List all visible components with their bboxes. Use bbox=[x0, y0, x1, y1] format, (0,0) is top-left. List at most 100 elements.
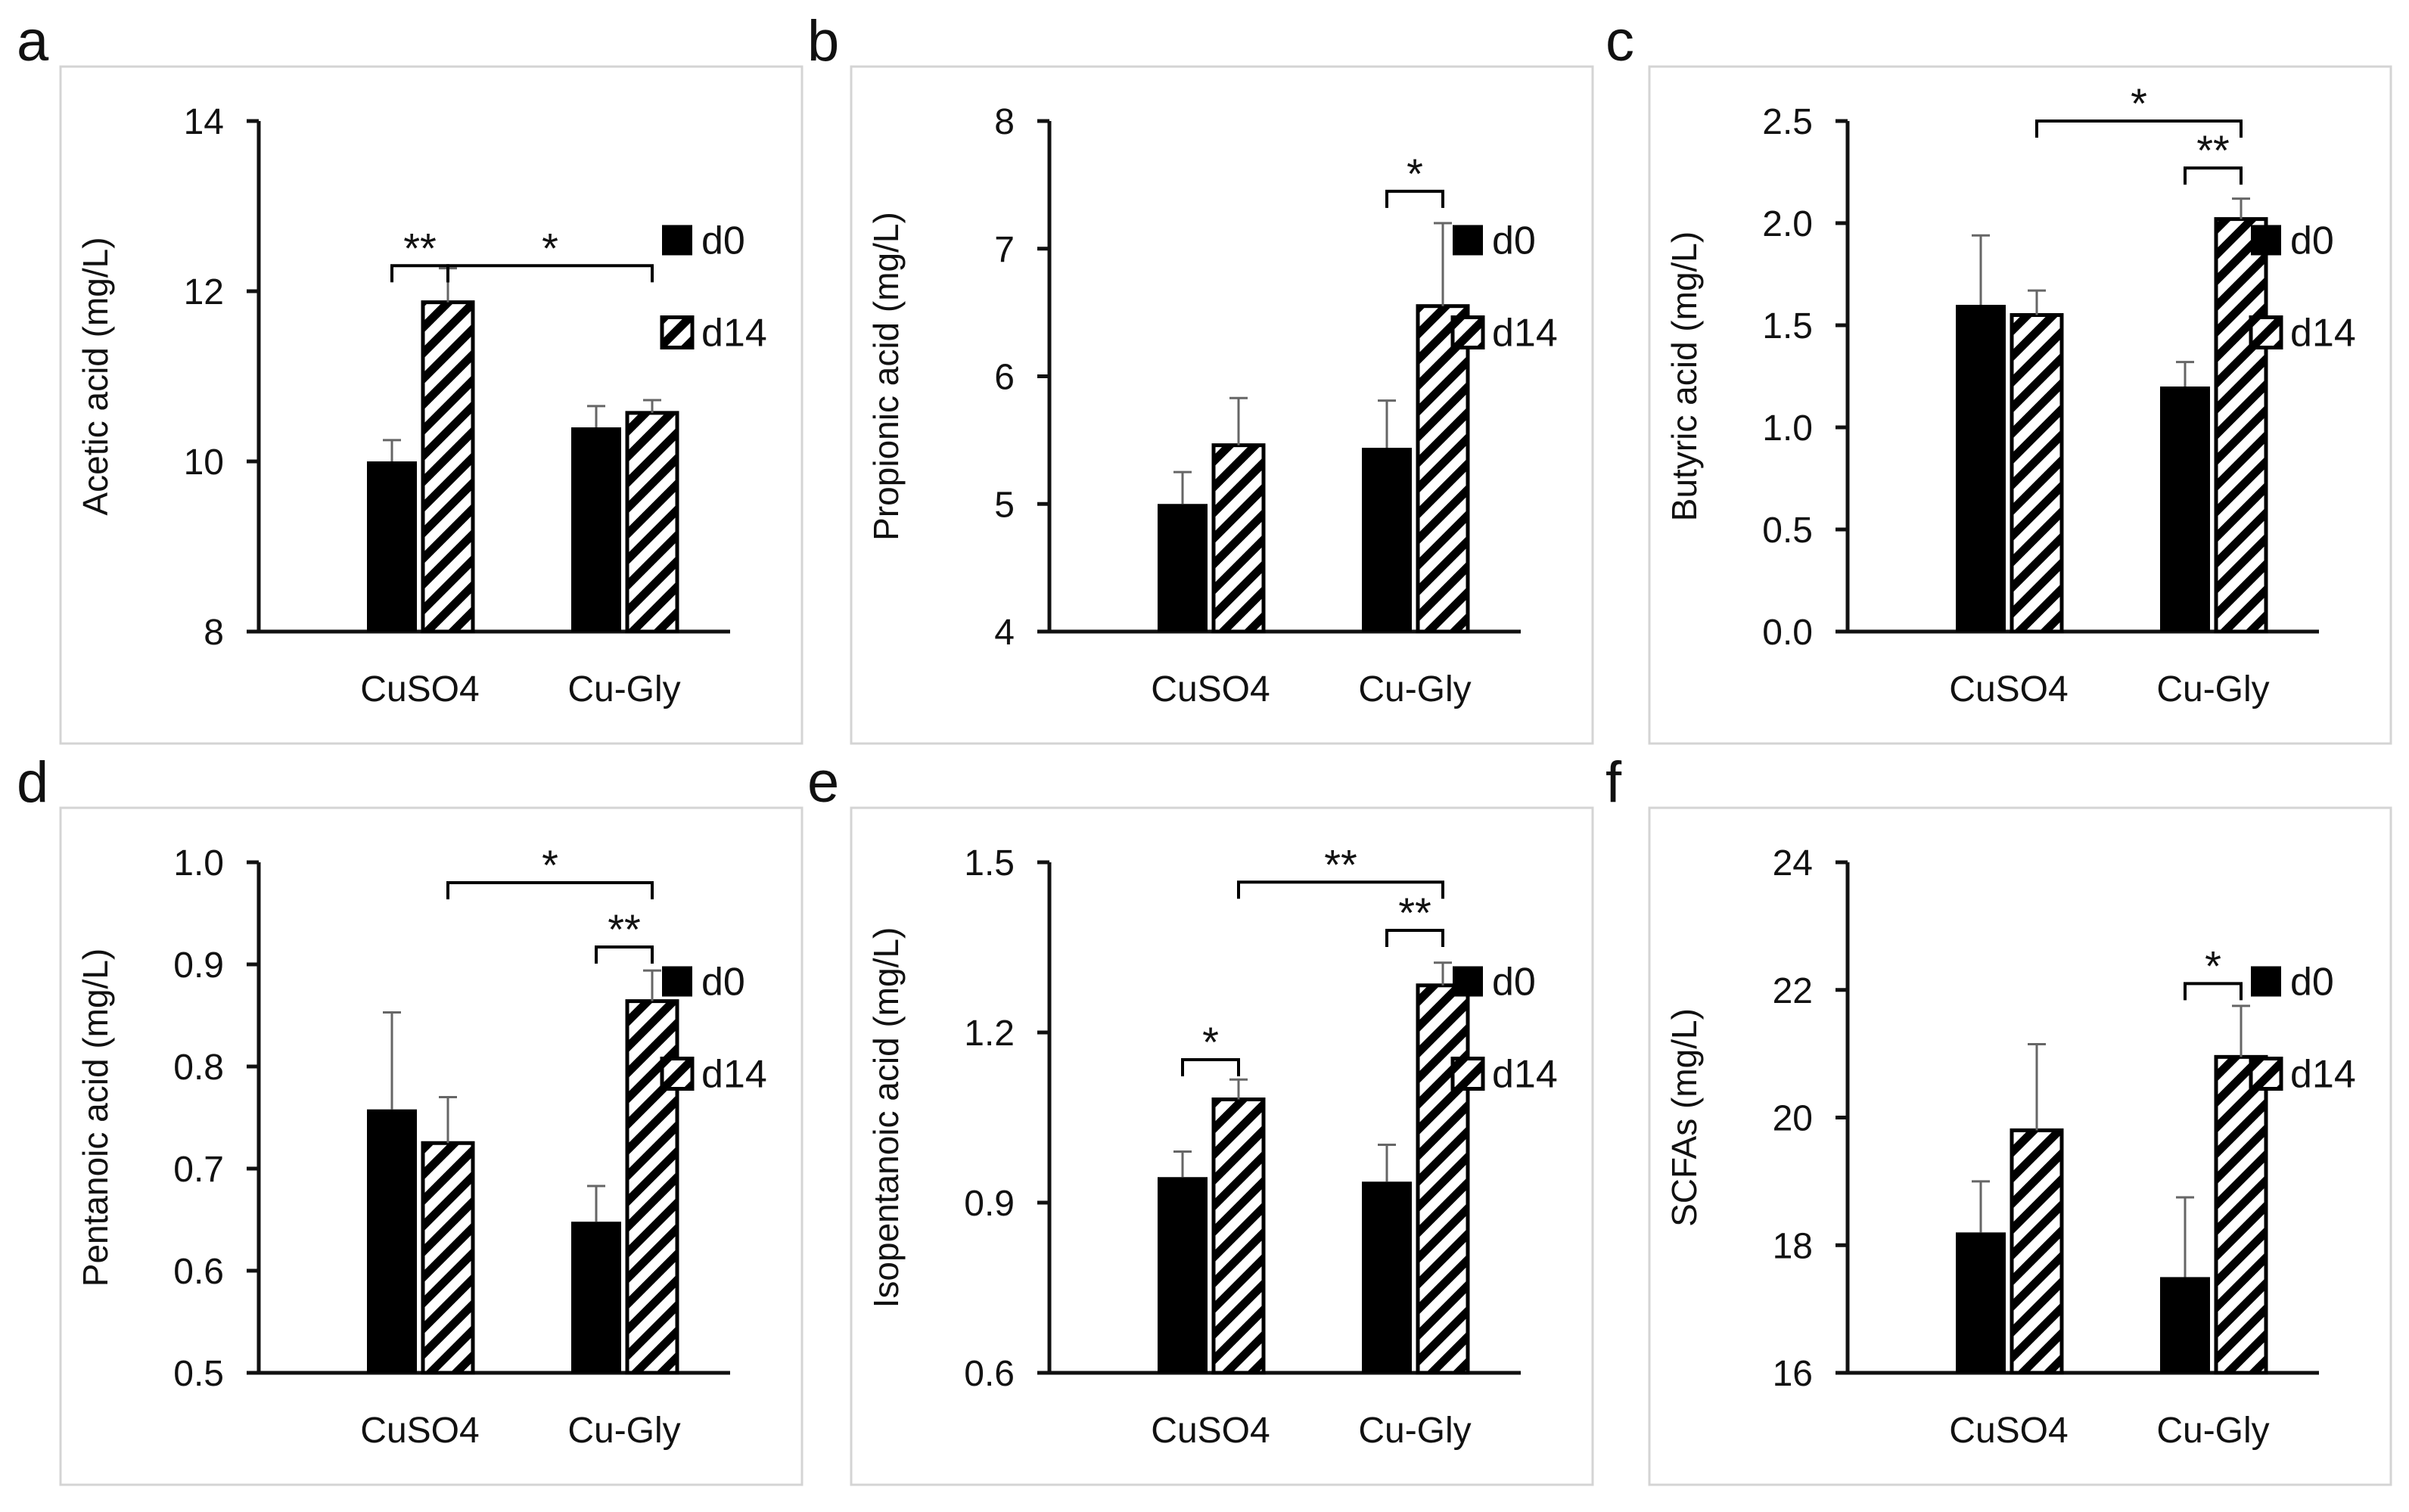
y-tick-label: 1.0 bbox=[173, 843, 224, 883]
y-tick-label: 12 bbox=[184, 272, 224, 312]
y-tick-label: 8 bbox=[204, 613, 224, 653]
legend-swatch-d14 bbox=[660, 1057, 695, 1091]
bar-d0-cu-gly bbox=[1362, 448, 1412, 632]
legend-swatch-d14 bbox=[1450, 1057, 1485, 1091]
y-tick-label: 2.5 bbox=[1762, 102, 1813, 142]
legend-label-d0: d0 bbox=[2290, 961, 2334, 1004]
y-tick-label: 14 bbox=[184, 102, 224, 142]
legend-swatch-d14 bbox=[2249, 1057, 2283, 1091]
y-tick-label: 7 bbox=[994, 230, 1015, 270]
y-axis-title: Acetic acid (mg/L) bbox=[76, 237, 115, 515]
legend-label-d0: d0 bbox=[701, 961, 745, 1004]
bar-d14-cu-gly bbox=[625, 411, 679, 634]
y-axis-title: Isopentanoic acid (mg/L) bbox=[866, 927, 906, 1309]
bar-d0-cu-gly bbox=[1362, 1181, 1412, 1373]
panel-letter: c bbox=[1605, 9, 1634, 73]
category-label: CuSO4 bbox=[360, 669, 479, 709]
y-tick-label: 0.9 bbox=[964, 1184, 1015, 1224]
bar-d14-cuso4 bbox=[2010, 313, 2064, 634]
significance-marker: * bbox=[542, 841, 558, 889]
y-tick-label: 4 bbox=[994, 613, 1015, 653]
y-tick-label: 16 bbox=[1773, 1354, 1813, 1394]
bar-d14-cuso4 bbox=[1211, 1098, 1266, 1375]
legend-swatch-d0 bbox=[1453, 225, 1483, 256]
y-axis-title: Pentanoic acid (mg/L) bbox=[76, 948, 115, 1287]
bar-d14-cuso4 bbox=[2010, 1128, 2064, 1375]
category-label: CuSO4 bbox=[1151, 1411, 1270, 1451]
bar-d14-cuso4 bbox=[421, 1141, 475, 1375]
legend-swatch-d0 bbox=[1453, 966, 1483, 997]
category-label: Cu-Gly bbox=[2156, 669, 2269, 709]
y-tick-label: 0.8 bbox=[173, 1048, 224, 1088]
bar-d14-cuso4 bbox=[421, 300, 475, 634]
panel-d: d 0.5 0.6 0.7 0.8 0.9 1.0 Pentanoic acid (mg/L)… bbox=[17, 750, 804, 1486]
significance-bracket bbox=[595, 945, 654, 964]
significance-bracket bbox=[2184, 166, 2243, 185]
legend-swatch-d14 bbox=[2249, 315, 2283, 349]
legend-label-d0: d0 bbox=[2290, 219, 2334, 263]
significance-marker: ** bbox=[1324, 840, 1357, 888]
bar-d0-cu-gly bbox=[2160, 387, 2210, 632]
panel-frame bbox=[59, 65, 804, 745]
legend-swatch-d14 bbox=[660, 315, 695, 349]
panel-f: f 16 18 20 22 24 SCFAs (mg/L) CuSO4 Cu-Gly * d0 d14 bbox=[1605, 750, 2392, 1486]
y-tick-label: 24 bbox=[1773, 843, 1813, 883]
panel-frame bbox=[1648, 806, 2392, 1486]
significance-bracket bbox=[1181, 1058, 1240, 1076]
legend-swatch-d0 bbox=[2251, 966, 2281, 997]
y-axis-title: SCFAs (mg/L) bbox=[1665, 1008, 1704, 1227]
significance-marker: * bbox=[1407, 150, 1423, 197]
legend-swatch-d14 bbox=[1450, 315, 1485, 349]
y-tick-label: 0.5 bbox=[1762, 511, 1813, 551]
significance-bracket bbox=[446, 264, 654, 283]
y-tick-label: 0.0 bbox=[1762, 613, 1813, 653]
y-tick-label: 0.7 bbox=[173, 1150, 224, 1190]
legend-label-d0: d0 bbox=[701, 219, 745, 263]
bar-d14-cu-gly bbox=[2214, 217, 2268, 634]
category-label: CuSO4 bbox=[1949, 1411, 2068, 1451]
significance-marker: ** bbox=[1398, 889, 1431, 936]
panel-c: c 0.0 0.5 1.0 1.5 2.0 2.5 Butyric acid (mg/L) Cu… bbox=[1605, 9, 2392, 745]
bar-d0-cu-gly bbox=[2160, 1277, 2210, 1373]
category-label: CuSO4 bbox=[1949, 669, 2068, 709]
panel-frame bbox=[59, 806, 804, 1486]
category-label: Cu-Gly bbox=[567, 669, 680, 709]
y-tick-label: 22 bbox=[1773, 971, 1813, 1011]
bar-d0-cuso4 bbox=[1956, 1232, 2006, 1373]
legend-label-d14: d14 bbox=[2290, 1053, 2356, 1097]
panel-letter: e bbox=[807, 750, 839, 815]
category-label: CuSO4 bbox=[360, 1411, 479, 1451]
bar-d0-cuso4 bbox=[1158, 1177, 1208, 1373]
legend-label-d0: d0 bbox=[1492, 219, 1536, 263]
y-tick-label: 1.0 bbox=[1762, 408, 1813, 449]
bar-d14-cuso4 bbox=[1211, 443, 1266, 634]
category-label: Cu-Gly bbox=[1358, 1411, 1471, 1451]
y-tick-label: 10 bbox=[184, 442, 224, 483]
y-axis-title: Propionic acid (mg/L) bbox=[866, 212, 906, 541]
y-tick-label: 6 bbox=[994, 358, 1015, 398]
legend-label-d14: d14 bbox=[701, 312, 767, 355]
significance-bracket bbox=[2035, 120, 2243, 138]
bar-d14-cu-gly bbox=[1416, 304, 1470, 634]
bar-d0-cu-gly bbox=[571, 427, 621, 632]
legend-swatch-d0 bbox=[662, 225, 692, 256]
panel-frame bbox=[850, 65, 1594, 745]
y-tick-label: 0.9 bbox=[173, 945, 224, 986]
legend-swatch-d0 bbox=[2251, 225, 2281, 256]
panel-letter: a bbox=[17, 9, 49, 73]
significance-bracket bbox=[2184, 982, 2243, 1001]
legend-label-d14: d14 bbox=[2290, 312, 2356, 355]
y-tick-label: 0.6 bbox=[173, 1252, 224, 1292]
significance-bracket bbox=[446, 881, 654, 899]
bar-d14-cu-gly bbox=[2214, 1054, 2268, 1375]
panel-b: b 4 5 6 7 8 Propionic acid (mg/L) CuSO4 Cu-Gly * d… bbox=[807, 9, 1594, 745]
panel-frame bbox=[1648, 65, 2392, 745]
legend-label-d14: d14 bbox=[1492, 1053, 1558, 1097]
legend-label-d14: d14 bbox=[1492, 312, 1558, 355]
significance-marker: * bbox=[2131, 79, 2147, 127]
panel-e: e 0.6 0.9 1.2 1.5 Isopentanoic acid (mg/L) CuS… bbox=[807, 750, 1594, 1486]
bar-d0-cuso4 bbox=[367, 1109, 417, 1373]
y-tick-label: 18 bbox=[1773, 1226, 1813, 1266]
